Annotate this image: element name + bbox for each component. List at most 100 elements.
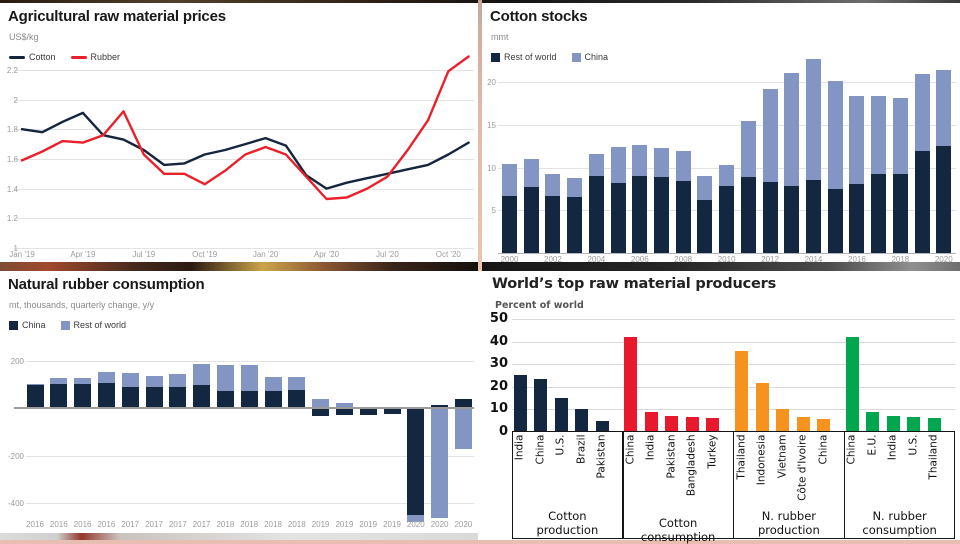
bar-thailand <box>735 351 748 432</box>
legend: Rest of world China <box>491 52 960 62</box>
bar-u.s. <box>554 398 568 432</box>
y-tick-label: 200 <box>10 356 24 366</box>
bar-pakistan <box>665 415 679 432</box>
bar-rest-of-world <box>805 180 821 253</box>
legend-item-china: China <box>9 320 46 330</box>
x-tick-label: Jul '20 <box>375 250 399 259</box>
bar-china <box>805 59 821 181</box>
group-label: consumption <box>862 523 937 537</box>
bar-rest-of-world <box>675 181 691 253</box>
chart-unit-label: mmt <box>491 32 509 42</box>
gridline <box>512 341 955 343</box>
rubber-price-line <box>20 55 470 201</box>
bar-india <box>513 375 527 432</box>
x-tick-label: 2004 <box>587 255 606 264</box>
x-tick-label: 2017 <box>192 520 211 529</box>
bar-e.u. <box>866 412 880 432</box>
stacked-bar-chart-cotton-stocks: 20 15 10 5 2000 2002 2004 2006 2008 2010 2012 2014 2… <box>482 47 960 264</box>
y-tick-label: -200 <box>7 451 24 461</box>
bar-china <box>534 378 547 432</box>
bar-rest-of-world <box>523 187 539 253</box>
bar-china <box>74 383 92 408</box>
x-tick-label: 2019 <box>359 520 378 529</box>
bar-rest-of-world <box>26 383 44 385</box>
rest-of-world-swatch <box>491 52 500 62</box>
bar-u.s. <box>907 417 921 432</box>
bar-china <box>335 408 353 416</box>
x-tick-label: 2020 <box>454 520 473 529</box>
legend-label: Rubber <box>90 52 121 62</box>
x-tick-label: 2018 <box>264 520 282 529</box>
y-tick-label: 5 <box>491 206 496 216</box>
bar-rest-of-world <box>193 363 211 386</box>
bar-china <box>145 386 163 408</box>
bar-rest-of-world <box>784 186 800 253</box>
bar-rest-of-world <box>502 195 517 253</box>
bar-china <box>50 383 68 408</box>
bar-china <box>312 408 330 416</box>
x-tick-label: 2012 <box>761 255 779 264</box>
bar-china <box>936 70 952 147</box>
bar-rest-of-world <box>312 398 330 408</box>
gridline <box>14 158 474 160</box>
bar-rest-of-world <box>97 371 115 383</box>
group-label: production <box>757 523 820 537</box>
x-axis-line <box>498 253 956 254</box>
bar-china <box>817 419 830 432</box>
bar-china <box>892 97 908 174</box>
bar-rest-of-world <box>697 200 713 253</box>
bar-rest-of-world <box>288 377 306 391</box>
bar-brazil <box>575 409 588 432</box>
chart-title: Agricultural raw material prices <box>8 8 226 25</box>
price-lines <box>20 55 470 201</box>
bar-china <box>827 81 843 189</box>
bar-rest-of-world <box>121 372 139 388</box>
panel-gap-vertical-bottom <box>478 271 482 540</box>
gridline <box>14 247 474 249</box>
panel-cotton-stocks: Cotton stocks mmt Rest of world China 20… <box>482 3 960 264</box>
group-label: production <box>536 523 599 537</box>
gridline <box>14 188 474 190</box>
group-label: N. rubber <box>761 509 817 523</box>
bar-china <box>407 408 425 515</box>
background-strip-middle-right <box>482 262 960 271</box>
bar-pakistan <box>595 421 609 432</box>
line-chart-prices: 2.2 2 1.8 1.6 1.4 1.2 1 Jan '19 Apr '19 Jul '19 Oc… <box>0 53 478 262</box>
bar-china <box>762 89 778 183</box>
y-tick-label: 15 <box>487 120 496 130</box>
bar-rest-of-world <box>762 182 778 253</box>
x-tick-label: 2019 <box>383 520 401 529</box>
bar-china <box>383 408 401 414</box>
bar-c-te-d-ivoire <box>796 416 810 432</box>
gridline <box>512 364 955 366</box>
y-tick-label: 1.6 <box>6 154 18 164</box>
bar-china <box>588 153 604 177</box>
bar-china <box>632 144 648 177</box>
x-tick-label: Oct '19 <box>192 250 218 259</box>
bar-rest-of-world <box>610 182 626 253</box>
bar-china <box>216 390 234 408</box>
x-tick-label: 2020 <box>406 520 425 529</box>
bar-china <box>719 165 735 186</box>
group-separator <box>732 431 735 539</box>
china-swatch <box>571 52 581 62</box>
bar-china <box>871 95 887 174</box>
y-tick-label: 40 <box>489 333 508 349</box>
x-tick-label: 2020 <box>430 520 449 529</box>
grouped-bar-chart-producers: 50 40 30 20 10 0 India China U.S. Brazil Pakistan C… <box>482 311 960 544</box>
x-tick-label: 2016 <box>49 520 68 529</box>
bar-rest-of-world <box>827 188 843 253</box>
legend-label: Cotton <box>29 52 56 62</box>
bar-rest-of-world <box>740 176 756 253</box>
y-tick-label: 20 <box>487 78 496 88</box>
gridline <box>14 69 474 71</box>
x-tick-label: Apr '19 <box>70 250 96 259</box>
legend: China Rest of world <box>9 320 478 330</box>
bar-china <box>697 176 713 201</box>
bar-rest-of-world <box>50 378 68 384</box>
legend-item-cotton: Cotton <box>9 52 56 62</box>
y-tick-label: 2 <box>13 95 18 105</box>
y-tick-label: 0 <box>498 424 508 439</box>
bar-china <box>121 387 139 408</box>
legend-item-rest-of-world: Rest of world <box>491 52 557 62</box>
